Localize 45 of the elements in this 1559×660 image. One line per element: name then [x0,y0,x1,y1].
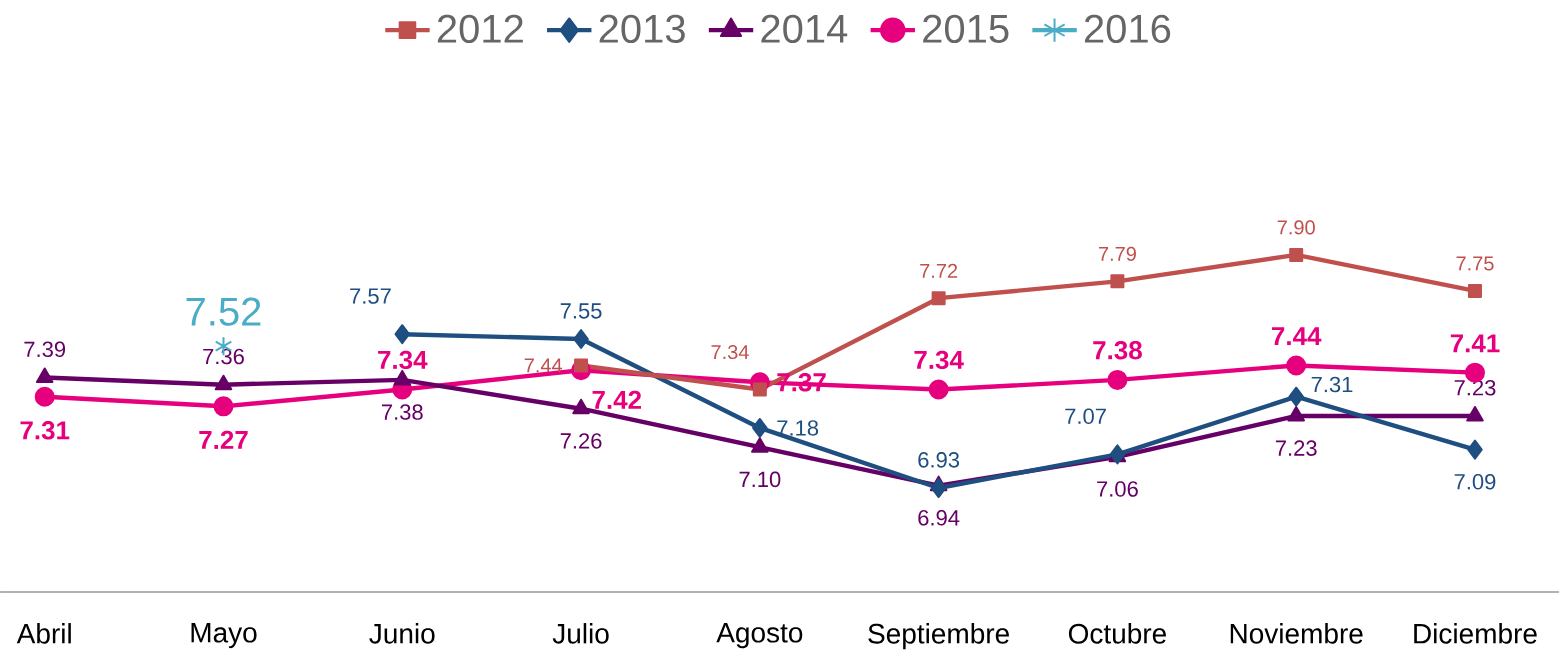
data-label: 7.72 [920,263,958,278]
x-tick-label: Septiembre [868,623,1009,650]
x-tick-label: Abril [16,623,71,644]
data-label: 7.34 [914,350,964,370]
data-label: 7.41 [1450,334,1500,353]
data-label: 7.06 [1097,481,1138,497]
legend-label: 2013 [599,14,685,43]
data-label: 7.75 [1456,256,1494,271]
data-label: 7.34 [711,344,749,360]
x-tick-label: Junio [369,623,435,644]
legend-label: 2016 [1084,14,1171,43]
data-label: 7.57 [350,288,391,304]
data-label: 7.39 [24,341,66,358]
legend-label: 2015 [923,14,1009,43]
data-label: 7.52 [186,297,261,326]
data-label: 7.31 [20,421,70,440]
legend-label: 2014 [761,14,848,43]
data-label: 7.27 [199,430,248,449]
data-label: 7.09 [1454,474,1496,490]
data-label: 6.94 [918,510,960,526]
data-label: 7.79 [1098,246,1136,261]
data-label: 7.26 [560,433,602,449]
data-label: 7.38 [381,404,423,420]
data-label: 7.90 [1277,220,1315,235]
data-label: 7.23 [1275,440,1317,456]
data-label: 7.07 [1065,408,1106,424]
data-label: 7.44 [1272,327,1322,346]
data-label: 7.23 [1454,379,1496,396]
data-label: 7.38 [1093,341,1142,360]
data-label: 7.44 [524,358,563,373]
data-label: 7.42 [592,390,642,409]
x-tick-label: Noviembre [1230,623,1363,644]
x-tick-label: Julio [552,623,609,644]
data-label: 7.34 [378,350,428,370]
data-label: 7.36 [203,348,244,365]
legend-label: 2012 [437,14,523,43]
data-label: 6.93 [918,452,960,468]
data-label: 7.31 [1311,376,1353,393]
x-tick-label: Octubre [1068,623,1166,644]
data-label: 7.10 [739,471,781,488]
x-tick-label: Diciembre [1414,623,1537,644]
data-label: 7.18 [777,420,819,436]
data-label: 7.55 [560,303,602,319]
x-tick-label: Mayo [191,623,257,649]
x-tick-label: Agosto [716,623,803,649]
